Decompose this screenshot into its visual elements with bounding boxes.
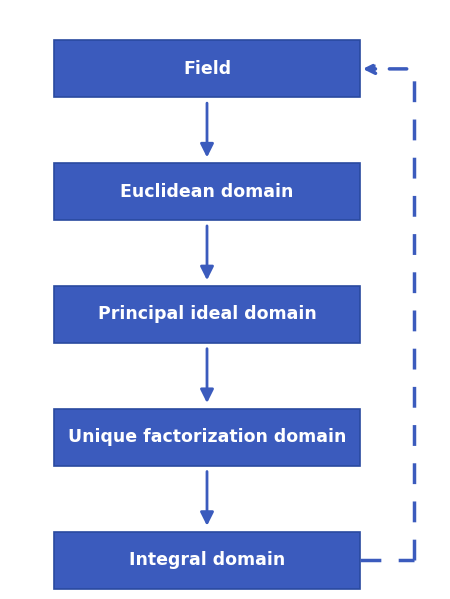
FancyBboxPatch shape [54, 286, 360, 343]
FancyBboxPatch shape [54, 41, 360, 97]
FancyBboxPatch shape [54, 163, 360, 220]
Text: Unique factorization domain: Unique factorization domain [68, 428, 346, 446]
Text: Field: Field [183, 60, 231, 78]
FancyBboxPatch shape [54, 532, 360, 588]
Text: Integral domain: Integral domain [129, 551, 285, 569]
Text: Euclidean domain: Euclidean domain [120, 183, 294, 201]
FancyBboxPatch shape [54, 409, 360, 466]
Text: Principal ideal domain: Principal ideal domain [98, 305, 316, 323]
